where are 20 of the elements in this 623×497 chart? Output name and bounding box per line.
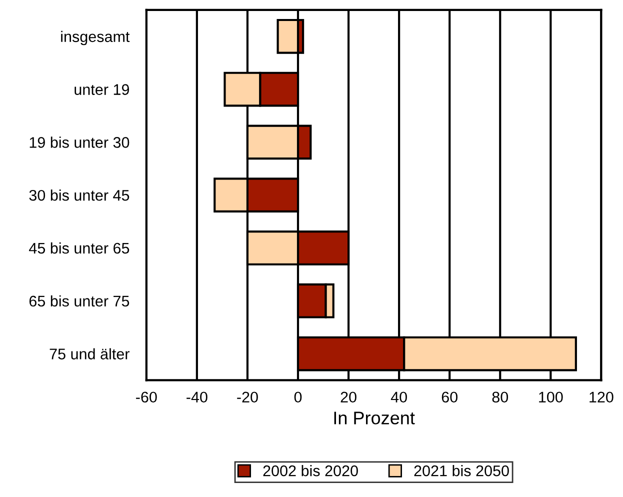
y-tick-label: 19 bis unter 30 xyxy=(30,136,130,148)
y-tick-label: insgesamt xyxy=(61,30,130,46)
x-tick-label: 80 xyxy=(492,392,508,403)
y-tick-label: 45 bis unter 65 xyxy=(29,242,130,254)
x-tick-label: 40 xyxy=(390,392,407,403)
y-tick-label: 65 bis unter 75 xyxy=(29,295,130,307)
legend-label: 2021 bis 2050 xyxy=(414,465,509,476)
x-tick-label: 0 xyxy=(294,392,302,403)
legend-label: 2002 bis 2020 xyxy=(263,465,358,476)
x-tick-label: 100 xyxy=(539,392,563,403)
y-tick-label: 30 bis unter 45 xyxy=(29,190,130,201)
x-axis-title: In Prozent xyxy=(334,412,415,424)
x-tick-label: 60 xyxy=(442,392,458,403)
x-tick-label: 20 xyxy=(340,392,356,403)
y-tick-label: unter 19 xyxy=(74,84,130,95)
x-tick-label: -20 xyxy=(237,392,258,403)
x-tick-label: -40 xyxy=(186,392,208,403)
y-tick-label: 75 und älter xyxy=(50,348,130,360)
x-tick-label: -60 xyxy=(136,392,157,403)
x-tick-label: 120 xyxy=(590,392,614,403)
